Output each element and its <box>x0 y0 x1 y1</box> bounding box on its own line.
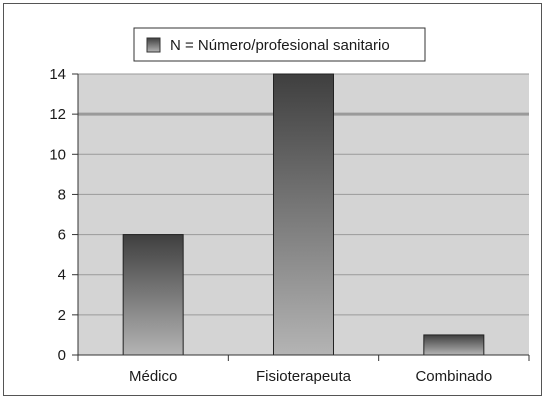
y-tick-label: 0 <box>58 347 66 364</box>
legend: N = Número/profesional sanitario <box>133 27 426 62</box>
legend-swatch <box>146 37 161 53</box>
y-tick-label: 10 <box>49 146 66 163</box>
bar-médico <box>122 234 184 356</box>
bar-combinado <box>423 334 485 356</box>
x-category-label: Combinado <box>415 368 492 385</box>
y-tick-label: 8 <box>58 186 66 203</box>
bar-fisioterapeuta <box>273 73 334 356</box>
y-axis-ticks: 0 2 4 6 8 10 12 14 <box>49 66 78 364</box>
x-category-label: Médico <box>129 368 177 385</box>
x-category-label: Fisioterapeuta <box>256 368 352 385</box>
y-tick-label: 14 <box>49 66 66 83</box>
y-tick-label: 4 <box>58 267 66 284</box>
x-axis-labels: Médico Fisioterapeuta Combinado <box>77 355 530 385</box>
y-tick-label: 2 <box>58 307 66 324</box>
y-tick-label: 12 <box>49 106 66 123</box>
legend-label: N = Número/profesional sanitario <box>170 37 390 54</box>
legend-box <box>133 27 426 62</box>
y-tick-label: 6 <box>58 227 66 244</box>
